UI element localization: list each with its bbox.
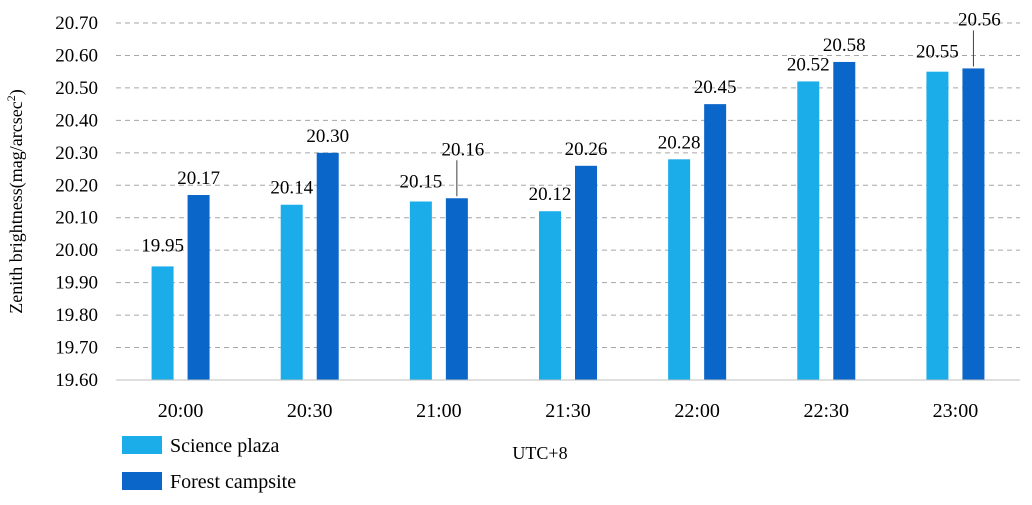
- bar-science-plaza: [539, 211, 561, 380]
- y-tick-label: 19.70: [55, 338, 98, 359]
- leader-lines: [456, 30, 974, 197]
- legend-label-forest-campsite: Forest campsite: [170, 471, 296, 493]
- y-tick-label: 20.40: [55, 110, 98, 131]
- bar-science-plaza: [280, 204, 303, 380]
- y-axis-title-main: Zenith brightness(mag/arcsec: [6, 101, 27, 313]
- y-tick-label: 20.20: [55, 175, 98, 196]
- data-label-science-plaza: 20.28: [658, 132, 701, 153]
- y-tick-label: 20.30: [55, 143, 98, 164]
- bar-science-plaza: [797, 81, 820, 380]
- y-tick-label: 19.80: [55, 305, 98, 326]
- data-label-science-plaza: 20.55: [916, 42, 959, 63]
- x-axis-title: UTC+8: [512, 443, 567, 463]
- bar-forest-campsite: [575, 165, 597, 380]
- data-label-science-plaza: 20.52: [787, 54, 830, 75]
- data-label-science-plaza: 20.14: [270, 178, 313, 199]
- y-tick-label: 19.60: [55, 370, 98, 391]
- data-label-forest-campsite: 20.56: [958, 9, 1001, 30]
- x-axis-ticks: 20:00 20:30 21:00 21:30 22:00 22:30 23:00: [158, 400, 978, 422]
- x-tick-label: 20:30: [287, 400, 333, 422]
- data-label-science-plaza: 20.12: [529, 184, 572, 205]
- data-labels: 19.95 20.14 20.15 20.12 20.28 20.52 20.55 20.17…: [141, 9, 1001, 256]
- gridlines: [116, 22, 1020, 349]
- y-tick-label: 20.10: [55, 208, 98, 229]
- data-label-forest-campsite: 20.17: [177, 168, 220, 189]
- x-tick-label: 21:00: [416, 400, 462, 422]
- bar-forest-campsite: [704, 104, 727, 381]
- bars: [151, 61, 985, 381]
- bar-forest-campsite: [187, 195, 210, 380]
- y-tick-label: 20.60: [55, 45, 98, 66]
- legend-swatch-science-plaza: [122, 436, 162, 454]
- bar-forest-campsite: [445, 198, 468, 380]
- data-label-forest-campsite: 20.58: [823, 35, 866, 56]
- x-tick-label: 22:00: [674, 400, 720, 422]
- legend-label-science-plaza: Science plaza: [170, 435, 279, 457]
- bar-science-plaza: [926, 71, 949, 380]
- y-tick-label: 20.70: [55, 13, 98, 34]
- y-tick-label: 19.90: [55, 273, 98, 294]
- y-axis-title-superscript: 2: [4, 95, 18, 101]
- x-tick-label: 23:00: [933, 400, 979, 422]
- bar-science-plaza: [409, 201, 432, 380]
- bar-forest-campsite: [962, 68, 985, 380]
- legend: Science plaza Forest campsite: [122, 435, 296, 493]
- data-label-science-plaza: 19.95: [141, 235, 184, 256]
- data-label-forest-campsite: 20.26: [565, 139, 608, 160]
- data-label-forest-campsite: 20.30: [306, 126, 349, 147]
- y-axis-title-close: ): [6, 89, 27, 95]
- y-axis-title: Zenith brightness(mag/arcsec2): [4, 89, 27, 313]
- bar-forest-campsite: [833, 61, 856, 380]
- data-label-forest-campsite: 20.45: [694, 77, 737, 98]
- data-label-forest-campsite: 20.16: [441, 139, 484, 160]
- legend-swatch-forest-campsite: [122, 472, 162, 490]
- x-tick-label: 20:00: [158, 400, 204, 422]
- y-tick-label: 20.00: [55, 240, 98, 261]
- bar-science-plaza: [668, 159, 691, 380]
- bar-forest-campsite: [316, 152, 339, 380]
- data-label-science-plaza: 20.15: [399, 172, 442, 193]
- x-tick-label: 21:30: [545, 400, 591, 422]
- bar-science-plaza: [151, 266, 174, 380]
- x-tick-label: 22:30: [804, 400, 850, 422]
- y-tick-label: 20.50: [55, 78, 98, 99]
- y-axis-ticks: 19.60 19.70 19.80 19.90 20.00 20.10 20.20 20.30…: [55, 13, 98, 391]
